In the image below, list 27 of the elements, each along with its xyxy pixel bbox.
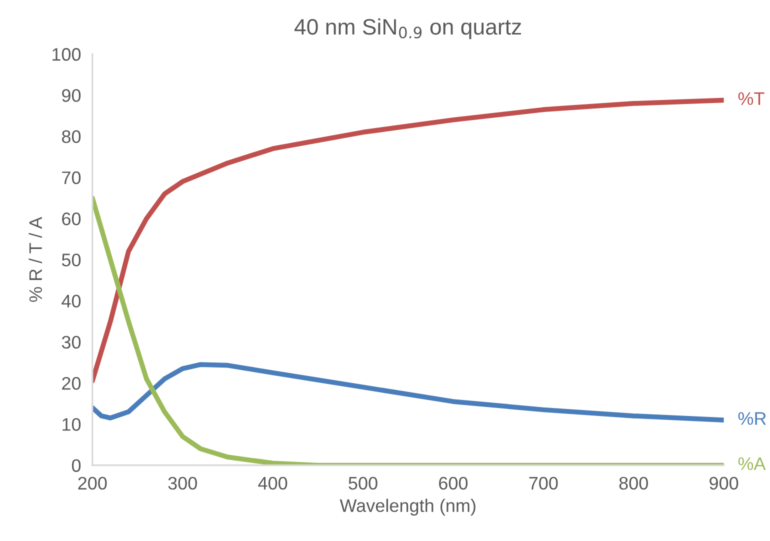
series-label: %T <box>738 92 764 105</box>
y-tick-label: 80 <box>62 130 81 144</box>
x-tick-label: 400 <box>258 476 288 490</box>
x-axis-title: Wavelength (nm) <box>340 498 476 516</box>
y-tick-label: 40 <box>62 294 81 308</box>
x-tick-label: 700 <box>529 476 558 490</box>
y-tick-label: 90 <box>62 89 81 102</box>
x-tick-label: 800 <box>619 476 648 490</box>
y-tick-label: 30 <box>62 336 81 349</box>
y-tick-label: 0 <box>72 459 81 472</box>
y-tick-label: 60 <box>62 212 81 226</box>
series-label: %R <box>738 412 766 425</box>
y-tick-label: 10 <box>62 418 81 431</box>
x-tick-label: 300 <box>168 476 197 490</box>
series-label: %A <box>738 457 766 470</box>
y-tick-label: 70 <box>62 171 81 184</box>
line-series <box>92 98 724 384</box>
y-axis-title: % R / T / A <box>28 216 42 302</box>
x-tick-label: 200 <box>78 476 107 490</box>
y-tick-label: 100 <box>52 48 81 61</box>
chart-title: 40 nm SiN$_{0.9}$ on quartz <box>294 18 522 40</box>
x-tick-label: 500 <box>348 476 378 490</box>
y-tick-label: 50 <box>62 254 81 266</box>
line-series <box>92 362 724 422</box>
y-tick-label: 20 <box>62 376 81 390</box>
x-tick-label: 600 <box>439 476 468 490</box>
x-tick-label: 900 <box>710 476 738 490</box>
